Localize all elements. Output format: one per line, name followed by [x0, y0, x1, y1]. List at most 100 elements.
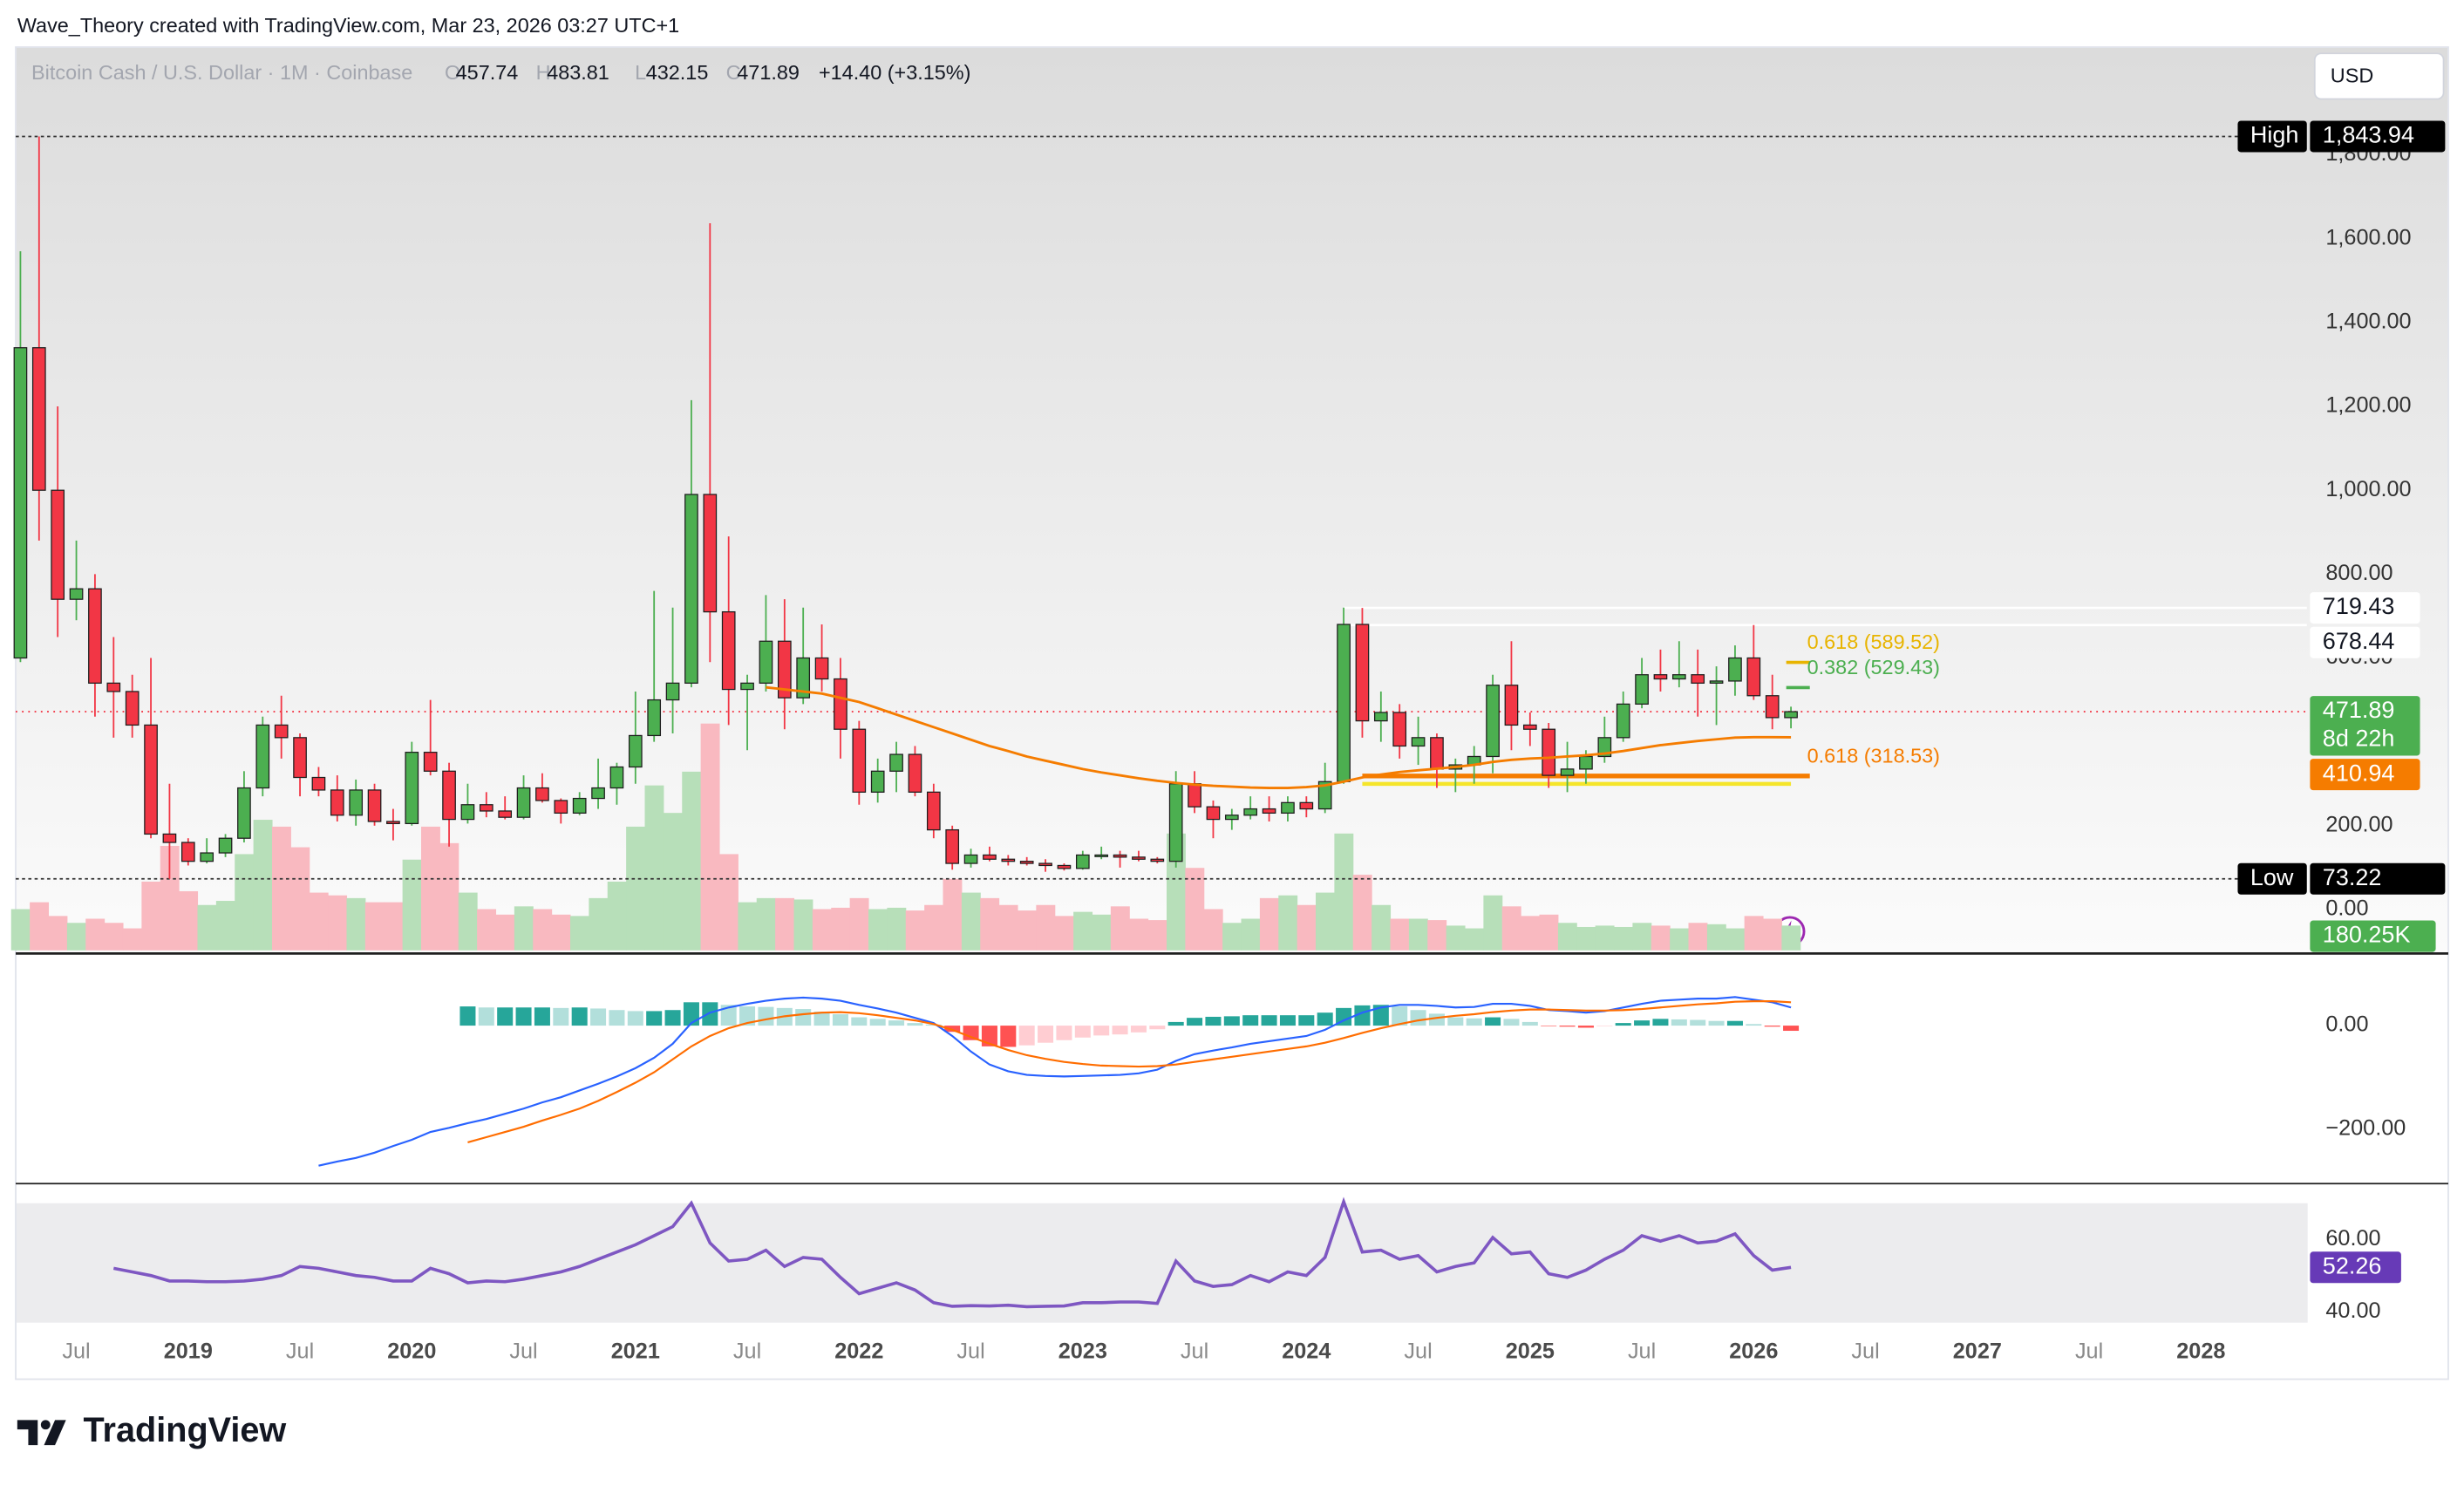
rsi-badge-box [2310, 1251, 2401, 1284]
legend-field: H [536, 61, 551, 84]
volume-bar [1167, 833, 1186, 951]
macd-histogram-bar [925, 1024, 942, 1026]
macd-histogram-bar [1038, 1026, 1054, 1043]
volume-bar [197, 904, 217, 951]
volume-bar [551, 914, 571, 951]
high-value: 1,843.94 [2310, 120, 2446, 153]
macd-histogram-bar [1354, 1005, 1371, 1026]
logo-mark [44, 1420, 66, 1446]
volume-bar [905, 910, 925, 951]
price-badge-box [2310, 696, 2420, 756]
legend-symbol: Bitcoin Cash / U.S. Dollar · 1M · Coinba… [31, 61, 412, 84]
x-tick-label: 2024 [1282, 1339, 1331, 1364]
rsi-badge-text: 52.26 [2323, 1252, 2382, 1278]
macd-histogram-bar [497, 1007, 514, 1026]
candle-body [1430, 737, 1444, 770]
volume-bar [1670, 928, 1690, 951]
macd-histogram-bar [515, 1007, 532, 1026]
candle-body [106, 682, 121, 692]
macd-histogram-bar [1652, 1019, 1669, 1026]
volume-bar [589, 897, 609, 951]
macd-histogram-bar [981, 1026, 997, 1046]
x-tick-label: 2027 [1953, 1339, 2002, 1364]
macd-histogram-bar [1708, 1020, 1725, 1026]
level-badge-text: 678.44 [2323, 628, 2395, 654]
candle-body [144, 724, 158, 835]
volume-bar [1222, 923, 1242, 951]
candle-body [1784, 711, 1798, 719]
volume-bar [1483, 895, 1503, 951]
macd-histogram-bar [478, 1007, 494, 1026]
logo: TradingView [17, 1411, 286, 1449]
macd-tick-label: 0.00 [2325, 1012, 2368, 1037]
macd-histogram-bar [1317, 1012, 1333, 1026]
candle-body [889, 753, 903, 772]
macd-histogram-bar [1521, 1021, 1538, 1026]
candle-body [1038, 862, 1052, 867]
legend-field: C [726, 61, 741, 84]
macd-histogram-bar [832, 1013, 848, 1026]
macd-histogram-bar [1485, 1017, 1501, 1026]
volume-bar [477, 909, 497, 951]
macd-histogram-bar [1205, 1016, 1222, 1026]
volume-bar [812, 909, 832, 951]
volume-bar [1408, 918, 1428, 951]
macd-histogram-bar [720, 1005, 737, 1026]
macd-histogram-bar [963, 1026, 979, 1040]
low-value-box [2310, 862, 2446, 895]
macd-histogram-bar [646, 1011, 663, 1026]
macd-tick-label: −200.00 [2325, 1116, 2406, 1141]
volume-bar [849, 897, 869, 951]
currency-label[interactable]: USD [2331, 64, 2373, 86]
macd-histogram-bar [553, 1007, 569, 1026]
candle-body [703, 494, 718, 613]
candle-body [1765, 695, 1780, 719]
candle-body [665, 682, 680, 701]
candle-body [1132, 856, 1146, 860]
candle-body [31, 347, 46, 491]
candle-body [1504, 685, 1519, 726]
volume-bar [924, 904, 944, 951]
candle-body [162, 833, 177, 843]
candle-body [293, 737, 307, 779]
volume-bar [626, 826, 646, 951]
macd-histogram-bar [1447, 1017, 1464, 1026]
volume-bar [1018, 910, 1037, 951]
candle-body [1317, 780, 1332, 810]
volume-bar [10, 909, 31, 951]
x-tick-label: 2028 [2176, 1339, 2225, 1364]
candle-body [1542, 728, 1556, 776]
currency-button[interactable]: USD [2313, 52, 2445, 100]
candle-body [1075, 854, 1090, 869]
volume-bar [439, 842, 459, 951]
candle-body [405, 752, 419, 825]
candle-body [777, 640, 792, 699]
x-tick-label: Jul [1404, 1339, 1432, 1364]
candle-body [218, 837, 233, 854]
volume-bar [48, 916, 68, 951]
volume-bar [533, 909, 553, 951]
rsi-line [112, 1196, 1792, 1309]
macd-histogram-bar [813, 1012, 830, 1026]
ema-badge-text: 410.94 [2323, 760, 2395, 786]
candle-body [852, 728, 867, 793]
low-label: Low [2237, 862, 2307, 895]
macd-histogram-bar [1503, 1019, 1520, 1026]
candle-body [721, 610, 736, 691]
ema-line [766, 685, 1792, 789]
x-tick-label: Jul [62, 1339, 90, 1364]
volume-bar [700, 723, 720, 951]
macd-histogram-bar [1279, 1015, 1296, 1026]
candle-body [69, 588, 84, 600]
macd-histogram-bar [1056, 1026, 1072, 1040]
macd-histogram-bar [1428, 1013, 1445, 1026]
volume-bar [1651, 925, 1671, 951]
volume-bar [719, 854, 739, 951]
candle-body [609, 766, 624, 789]
volume-bar [607, 881, 627, 951]
currency-button-box[interactable] [2313, 52, 2445, 100]
x-tick-label: Jul [1851, 1339, 1879, 1364]
macd-histogram-bar [944, 1026, 961, 1033]
candle-body [442, 770, 456, 821]
high-value-text: 1,843.94 [2323, 122, 2414, 148]
